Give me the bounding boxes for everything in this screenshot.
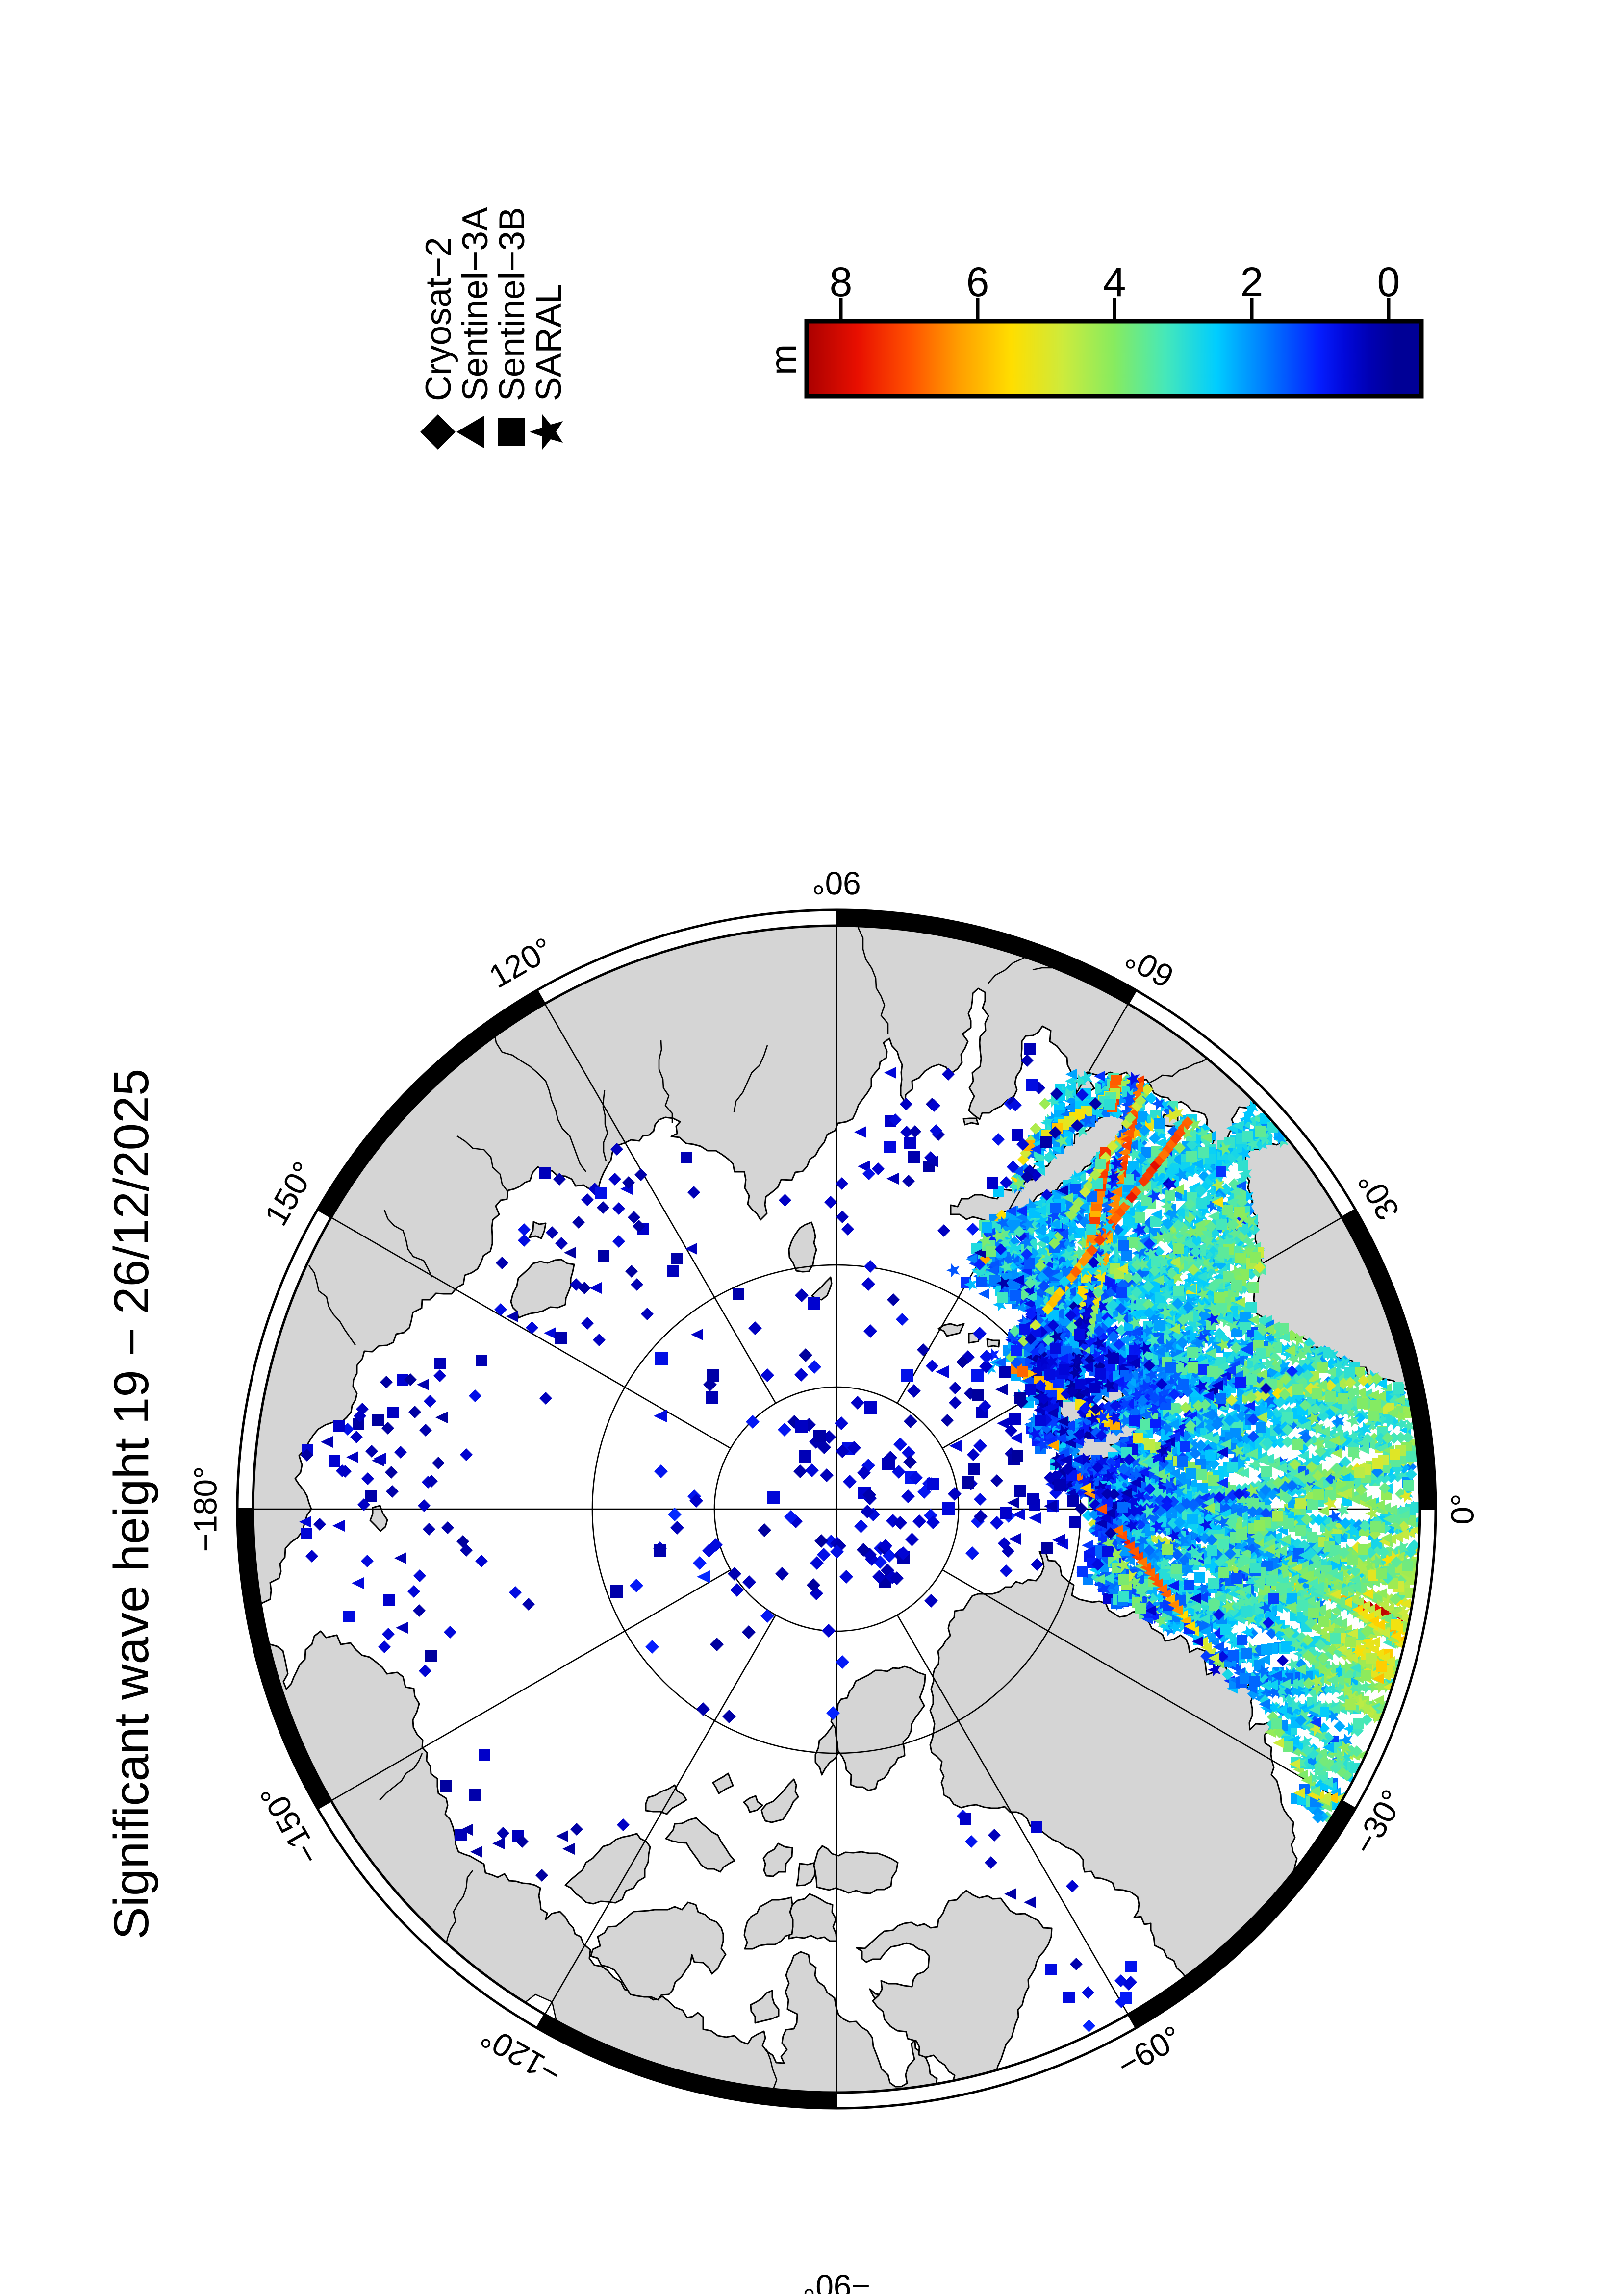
svg-text:6: 6 [966, 259, 989, 305]
svg-text:SARAL: SARAL [529, 284, 569, 401]
svg-text:−180°: −180° [187, 1466, 223, 1552]
svg-text:m: m [763, 344, 805, 375]
svg-text:0°: 0° [1444, 1493, 1480, 1524]
svg-text:8: 8 [830, 259, 853, 305]
svg-text:−90°: −90° [803, 2269, 870, 2294]
svg-text:Cryosat−2: Cryosat−2 [419, 237, 458, 401]
svg-text:2: 2 [1241, 259, 1264, 305]
svg-text:4: 4 [1103, 259, 1126, 305]
svg-text:90°: 90° [812, 865, 861, 902]
svg-text:Significant wave height 19 − 2: Significant wave height 19 − 26/12/2025 [104, 1069, 159, 1940]
svg-text:0: 0 [1377, 259, 1400, 305]
svg-text:Sentinel−3A: Sentinel−3A [456, 207, 495, 401]
svg-text:Sentinel−3B: Sentinel−3B [492, 207, 532, 401]
